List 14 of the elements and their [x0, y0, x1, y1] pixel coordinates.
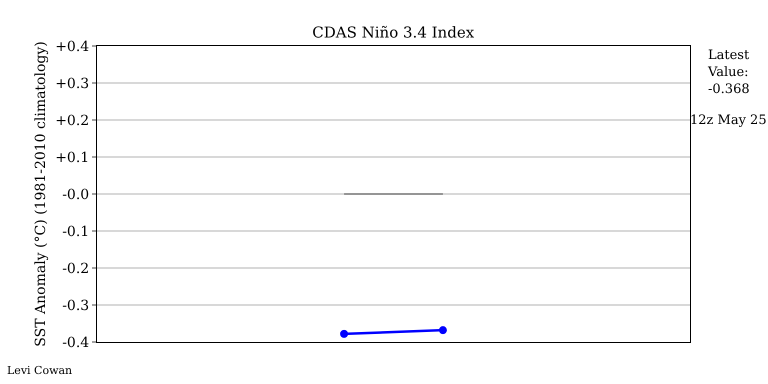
annotation: 12z May 25: [690, 113, 767, 128]
y-tick-label: -0.0: [62, 186, 90, 203]
y-tick-label: +0.1: [55, 150, 90, 166]
y-tick-label: -0.1: [62, 224, 90, 240]
y-tick-label: -0.4: [62, 334, 90, 351]
y-axis-title: SST Anomaly (°C) (1981-2010 climatology): [32, 41, 49, 347]
y-tick-label: -0.2: [62, 260, 90, 277]
chart-title: CDAS Niño 3.4 Index: [312, 23, 475, 42]
y-tick-label: +0.2: [55, 112, 90, 129]
y-tick-label: +0.3: [55, 76, 90, 92]
y-tick-label: -0.3: [62, 298, 90, 314]
text: Levi Cowan: [7, 364, 72, 377]
y-tick-label: +0.4: [55, 38, 90, 55]
text: Latest Value: -0.368: [707, 48, 750, 97]
